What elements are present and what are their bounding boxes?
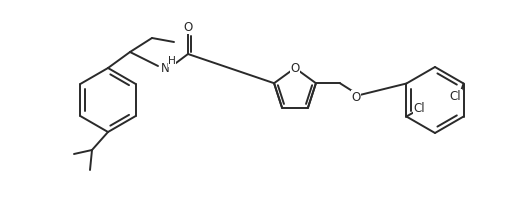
Text: Cl: Cl xyxy=(450,90,461,103)
Text: N: N xyxy=(161,61,169,74)
Text: Cl: Cl xyxy=(414,102,425,115)
Text: H: H xyxy=(168,56,176,66)
Text: O: O xyxy=(351,91,360,104)
Text: O: O xyxy=(290,61,300,74)
Text: O: O xyxy=(184,20,192,33)
